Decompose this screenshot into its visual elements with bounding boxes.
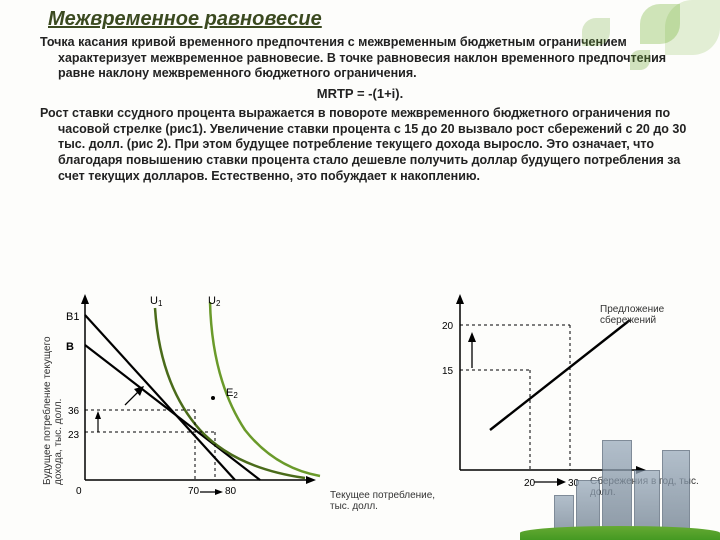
leaf-decoration (630, 50, 650, 70)
label-u2: U2 (208, 295, 221, 308)
label-70: 70 (188, 486, 200, 497)
label-b1: B1 (66, 311, 79, 323)
chart2-legend: Предложение сбережений (600, 304, 710, 326)
label-80: 80 (225, 486, 237, 497)
c2-y15: 15 (442, 366, 454, 377)
label-23: 23 (68, 430, 80, 441)
body-text: Точка касания кривой временного предпочт… (0, 35, 720, 184)
label-b: B (66, 341, 74, 353)
chart-1: B1 B U1 U2 E2 36 23 70 80 0 (50, 290, 350, 520)
label-zero: 0 (76, 486, 82, 497)
buildings-decoration (550, 430, 690, 540)
label-36: 36 (68, 406, 80, 417)
c2-y20: 20 (442, 321, 454, 332)
chart1-ylabel: Будущее потребление текущего дохода, тыс… (42, 325, 64, 485)
c2-x20: 20 (524, 478, 536, 489)
paragraph-2: Рост ставки ссудного процента выражается… (22, 106, 698, 184)
formula: MRTP = -(1+i). (22, 86, 698, 102)
label-e2: E2 (226, 387, 238, 400)
leaf-decoration (665, 0, 720, 55)
grass-decoration (520, 526, 720, 540)
page-title: Межвременное равновесие (0, 0, 720, 35)
leaf-decoration (582, 18, 610, 46)
label-u1: U1 (150, 295, 163, 308)
